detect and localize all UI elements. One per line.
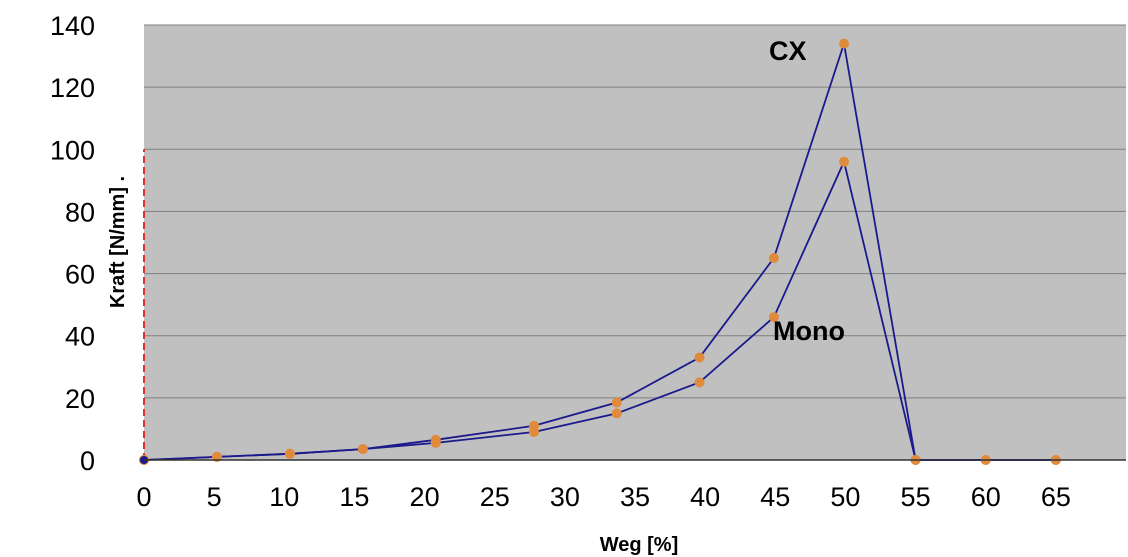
data-point-mono xyxy=(284,448,295,459)
data-point-mono xyxy=(839,156,850,167)
data-point-mono xyxy=(357,444,368,455)
y-tick-label: 120 xyxy=(50,73,95,103)
x-tick-label: 40 xyxy=(690,482,720,512)
data-point-cx xyxy=(768,253,779,264)
x-tick-label: 60 xyxy=(971,482,1001,512)
y-tick-label: 80 xyxy=(65,197,95,227)
data-point-mono xyxy=(768,312,779,323)
data-point-mono xyxy=(611,408,622,419)
x-tick-label: 0 xyxy=(136,482,151,512)
plot-area xyxy=(144,25,1126,460)
x-tick-label: 20 xyxy=(410,482,440,512)
x-tick-label: 50 xyxy=(830,482,860,512)
y-tick-label: 20 xyxy=(65,384,95,414)
x-tick-label: 35 xyxy=(620,482,650,512)
data-point-cx xyxy=(839,38,850,49)
y-axis-title: Kraft [N/mm] . xyxy=(107,176,129,308)
x-tick-label: 65 xyxy=(1041,482,1071,512)
series-label-cx: CX xyxy=(769,36,807,66)
data-point-cx xyxy=(611,397,622,408)
data-point-cx xyxy=(694,352,705,363)
data-point-mono xyxy=(528,427,539,438)
series-label-mono: Mono xyxy=(773,316,845,346)
x-tick-label: 25 xyxy=(480,482,510,512)
x-tick-label: 55 xyxy=(901,482,931,512)
x-axis-ticks: 0 5 10 15 20 25 30 35 40 45 50 55 60 65 xyxy=(136,482,1070,512)
y-tick-label: 100 xyxy=(50,135,95,165)
y-tick-label: 60 xyxy=(65,260,95,290)
x-tick-label: 5 xyxy=(207,482,222,512)
y-tick-label: 140 xyxy=(50,11,95,41)
y-axis-ticks: 0 20 40 60 80 100 120 140 xyxy=(50,11,95,476)
x-tick-label: 30 xyxy=(550,482,580,512)
data-point-mono xyxy=(694,377,705,388)
x-tick-label: 10 xyxy=(269,482,299,512)
x-axis-title: Weg [%] xyxy=(600,534,679,556)
x-tick-label: 15 xyxy=(339,482,369,512)
x-tick-label: 45 xyxy=(760,482,790,512)
y-tick-label: 0 xyxy=(80,446,95,476)
gridlines xyxy=(144,24,1126,399)
y-tick-label: 40 xyxy=(65,322,95,352)
data-point-mono xyxy=(430,437,441,448)
